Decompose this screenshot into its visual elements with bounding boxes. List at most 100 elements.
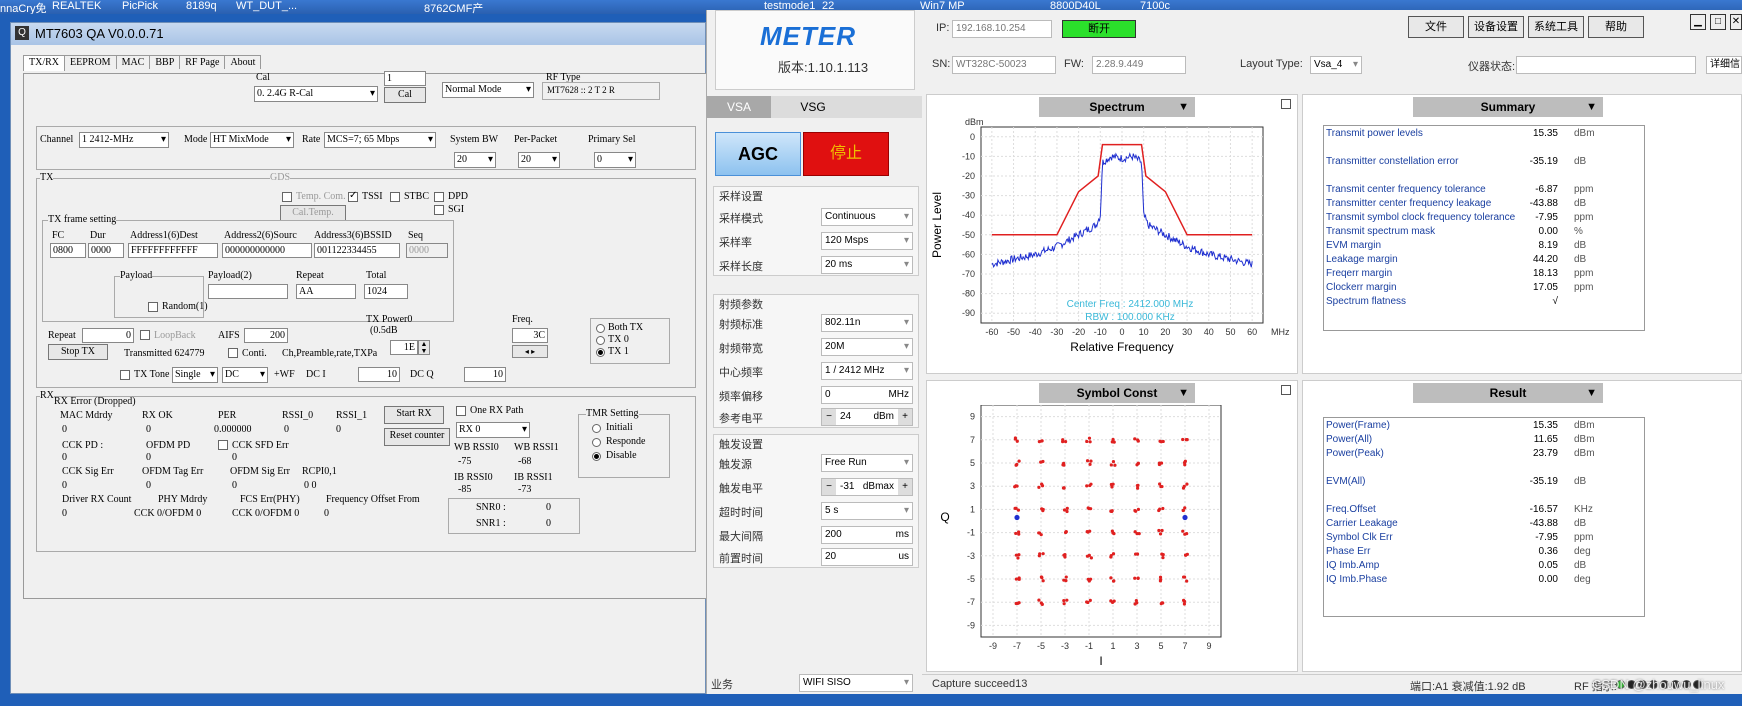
timeout-select[interactable]: 5 s [821, 502, 913, 520]
sample-mode-select[interactable]: Continuous [821, 208, 913, 226]
tx1-radio[interactable] [596, 348, 605, 357]
taskbar-item[interactable]: PicPick [122, 0, 159, 12]
trig-plus-button[interactable]: + [898, 479, 912, 495]
trigger-source-select[interactable]: Free Run [821, 454, 913, 472]
payload2-input[interactable] [208, 284, 288, 299]
tmr-resp-radio[interactable] [592, 438, 601, 447]
channel-select[interactable]: 1 2412-MHz [79, 132, 169, 148]
mode-select[interactable]: Normal Mode [442, 82, 534, 98]
tx-power-spinner[interactable]: ▲ ▼ [418, 340, 430, 355]
taskbar-item[interactable]: nnaCry免 [0, 3, 47, 14]
center-freq-select[interactable]: 1 / 2412 MHz [821, 362, 913, 380]
tx0-radio[interactable] [596, 336, 605, 345]
tx-power-input[interactable]: 1E [390, 340, 418, 355]
result-title[interactable]: Result [1413, 383, 1603, 403]
symbol-const-title[interactable]: Symbol Const [1039, 383, 1195, 403]
max-gap-input[interactable]: 200 ms [821, 526, 913, 544]
business-select[interactable]: WIFI SISO [799, 674, 913, 692]
repeat-payload-input[interactable]: AA [296, 284, 356, 299]
dcq-input[interactable]: 10 [464, 367, 506, 382]
seq-input[interactable]: 0000 [406, 243, 448, 258]
agc-button[interactable]: AGC [715, 132, 801, 176]
aifs-input[interactable]: 200 [244, 328, 288, 343]
sample-length-select[interactable]: 20 ms [821, 256, 913, 274]
tab-vsa[interactable]: VSA [707, 96, 771, 118]
taskbar-item[interactable]: Win7 MP [920, 0, 965, 12]
primary-sel-select[interactable]: 0 [594, 152, 636, 168]
rf-bw-select[interactable]: 20M [821, 338, 913, 356]
taskbar-item[interactable]: testmode1 [764, 0, 816, 12]
rx-path-select[interactable]: RX 0 [456, 422, 530, 438]
tab-vsg[interactable]: VSG [800, 100, 826, 114]
temp-com-checkbox[interactable] [282, 192, 292, 202]
rate-select[interactable]: MCS=7; 65 Mbps [324, 132, 436, 148]
taskbar-item[interactable]: 8189q [186, 0, 217, 12]
freq-input[interactable]: 3C [512, 328, 548, 343]
system-bw-select[interactable]: 20 [454, 152, 496, 168]
disconnect-button[interactable]: 断开 [1062, 20, 1136, 38]
pre-time-input[interactable]: 20 us [821, 548, 913, 566]
layout-type-select[interactable]: Vsa_4 [1310, 56, 1362, 74]
reset-counter-button[interactable]: Reset counter [384, 428, 450, 446]
stbc-checkbox[interactable] [390, 192, 400, 202]
tab-bbp[interactable]: BBP [149, 55, 181, 69]
addr2-input[interactable]: 000000000000 [222, 243, 312, 258]
ref-level-input[interactable]: −24 dBm + [821, 408, 913, 426]
ref-minus-button[interactable]: − [822, 409, 836, 425]
random-checkbox[interactable] [148, 302, 158, 312]
addr3-input[interactable]: 001122334455 [314, 243, 400, 258]
phy-mode-select[interactable]: HT MixMode [210, 132, 294, 148]
help-button[interactable]: 帮助 [1588, 16, 1644, 38]
taskbar-item[interactable]: 22 [822, 0, 835, 12]
tmr-disable-radio[interactable] [592, 452, 601, 461]
freq-scroll[interactable]: ◂ ▸ [512, 345, 548, 358]
fc-input[interactable]: 0800 [50, 243, 86, 258]
ip-input[interactable]: 192.168.10.254 [952, 20, 1052, 38]
tmr-init-radio[interactable] [592, 424, 601, 433]
trigger-level-input[interactable]: − -31 dBmax + [821, 478, 913, 496]
taskbar-item[interactable]: REALTEK [52, 0, 102, 12]
stop-tx-button[interactable]: Stop TX [48, 344, 108, 360]
total-input[interactable]: 1024 [364, 284, 408, 299]
summary-title[interactable]: Summary [1413, 97, 1603, 117]
one-rx-path-checkbox[interactable] [456, 406, 466, 416]
file-menu-button[interactable]: 文件 [1408, 16, 1464, 38]
tab-mac[interactable]: MAC [115, 55, 151, 69]
tab-txrx[interactable]: TX/RX [23, 55, 65, 71]
trig-minus-button[interactable]: − [822, 479, 836, 495]
dpd-checkbox[interactable] [434, 192, 444, 202]
dc-select[interactable]: DC [222, 367, 268, 383]
freq-offset-input[interactable]: 0 MHz [821, 386, 913, 404]
rf-standard-select[interactable]: 802.11n [821, 314, 913, 332]
tx-tone-checkbox[interactable] [120, 370, 130, 380]
tab-rf-page[interactable]: RF Page [179, 55, 226, 69]
cck-sfd-checkbox[interactable] [218, 440, 228, 450]
taskbar-item[interactable]: WT_DUT_... [236, 0, 298, 12]
dur-input[interactable]: 0000 [88, 243, 124, 258]
symbol-expand-icon[interactable] [1281, 385, 1291, 395]
spectrum-title[interactable]: Spectrum [1039, 97, 1195, 117]
per-packet-select[interactable]: 20 [518, 152, 560, 168]
both-tx-radio[interactable] [596, 324, 605, 333]
maximize-icon[interactable]: □ [1710, 14, 1726, 30]
dci-input[interactable]: 10 [358, 367, 400, 382]
minimize-icon[interactable]: ▁ [1690, 14, 1706, 30]
taskbar-item[interactable]: 8762CMF产 [424, 3, 484, 14]
tab-about[interactable]: About [224, 55, 262, 69]
tab-eeprom[interactable]: EEPROM [64, 55, 117, 69]
device-settings-button[interactable]: 设备设置 [1468, 16, 1524, 38]
stop-button[interactable]: 停止 [803, 132, 889, 176]
repeat-input[interactable]: 0 [82, 328, 134, 343]
cal-select[interactable]: 0. 2.4G R-Cal [254, 86, 378, 102]
cal-temp-button[interactable]: Cal.Temp. [280, 205, 346, 221]
spectrum-expand-icon[interactable] [1281, 99, 1291, 109]
sample-rate-select[interactable]: 120 Msps [821, 232, 913, 250]
ref-plus-button[interactable]: + [898, 409, 912, 425]
taskbar-item[interactable]: 7100c [1140, 0, 1170, 12]
conti-checkbox[interactable] [228, 348, 238, 358]
close-icon[interactable]: ✕ [1730, 14, 1742, 30]
addr1-input[interactable]: FFFFFFFFFFFF [128, 243, 218, 258]
cal-button[interactable]: Cal [384, 87, 426, 103]
system-tools-button[interactable]: 系统工具 [1528, 16, 1584, 38]
taskbar-item[interactable]: 8800D40L [1050, 0, 1101, 12]
